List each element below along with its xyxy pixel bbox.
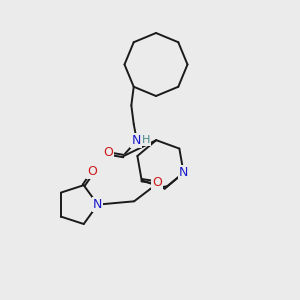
- Text: H: H: [142, 135, 150, 145]
- Text: N: N: [131, 134, 141, 147]
- Text: N: N: [179, 166, 188, 179]
- Text: O: O: [87, 165, 97, 178]
- Text: O: O: [103, 146, 113, 159]
- Text: O: O: [152, 176, 162, 189]
- Text: N: N: [93, 198, 103, 211]
